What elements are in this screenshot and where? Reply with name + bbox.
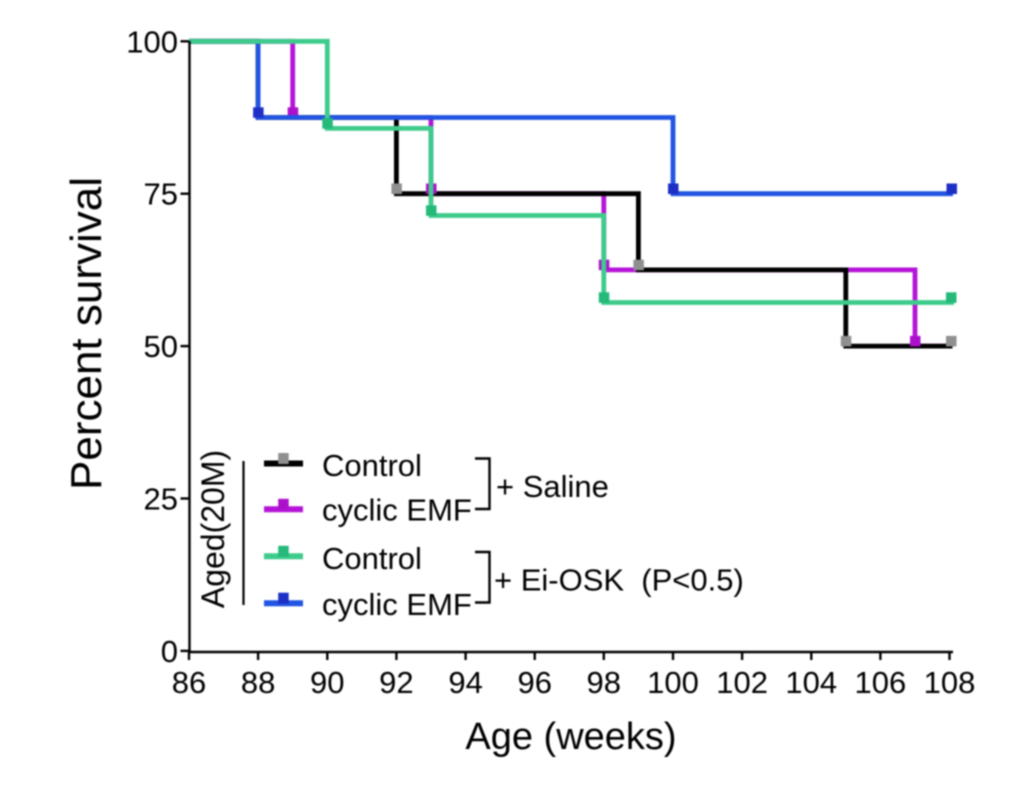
svg-text:86: 86 [172,665,206,700]
svg-text:Percent survival: Percent survival [62,177,111,490]
svg-text:cyclic EMF: cyclic EMF [322,493,472,528]
svg-text:100: 100 [126,24,178,59]
svg-text:88: 88 [241,665,275,700]
svg-text:+ Saline: + Saline [496,469,609,504]
svg-text:0: 0 [161,634,178,669]
svg-text:cyclic EMF: cyclic EMF [322,587,472,622]
svg-text:102: 102 [716,665,768,700]
svg-text:90: 90 [310,665,344,700]
svg-text:50: 50 [144,329,178,364]
svg-text:98: 98 [587,665,621,700]
svg-text:100: 100 [647,665,699,700]
svg-text:92: 92 [379,665,413,700]
svg-text:94: 94 [448,665,482,700]
svg-text:96: 96 [517,665,551,700]
svg-text:Control: Control [322,541,422,576]
svg-text:75: 75 [144,177,178,212]
svg-text:Age (weeks): Age (weeks) [465,716,676,758]
svg-text:25: 25 [144,482,178,517]
svg-text:+ Ei-OSK (P<0.5): + Ei-OSK (P<0.5) [494,563,744,598]
svg-text:108: 108 [924,665,976,700]
svg-text:Aged(20M): Aged(20M) [195,450,231,608]
svg-text:106: 106 [855,665,907,700]
svg-text:104: 104 [785,665,837,700]
svg-text:Control: Control [322,448,422,483]
